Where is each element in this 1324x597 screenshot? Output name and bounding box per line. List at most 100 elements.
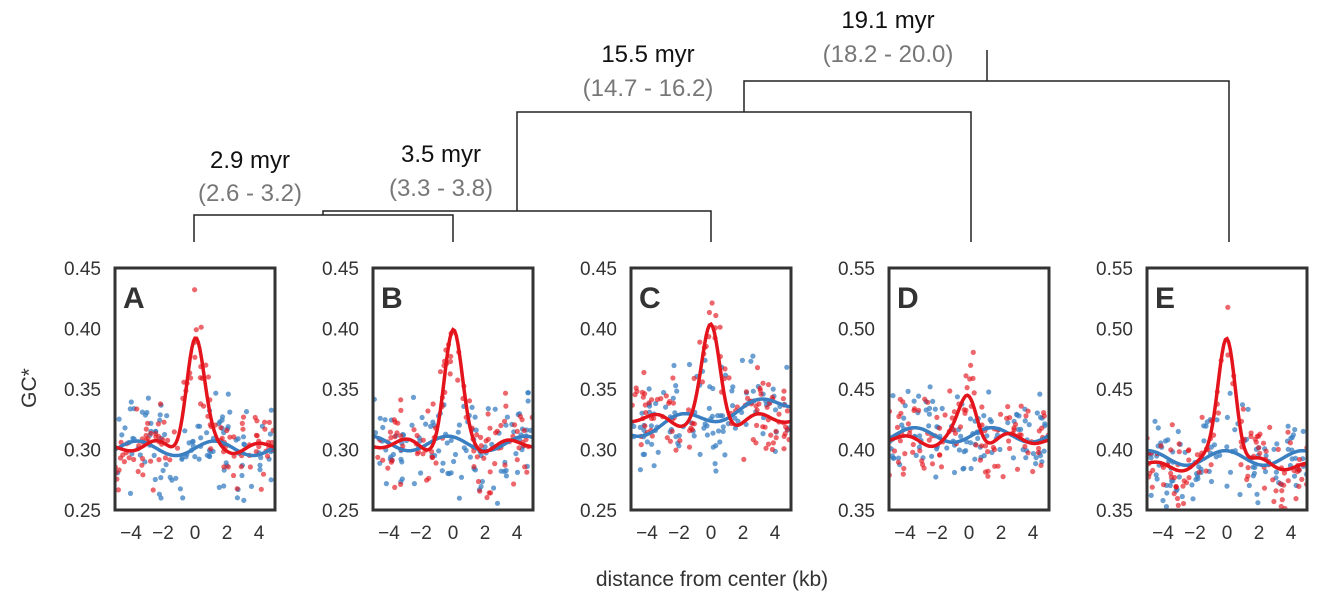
tree-branch-abcd [516, 111, 972, 242]
panel-c-xtick-label: 4 [770, 523, 781, 544]
panel-c-blue-point [644, 439, 651, 445]
panel-a-blue-point [127, 490, 134, 496]
panel-b-blue-point [503, 467, 509, 474]
panel-c-red-line [631, 321, 791, 429]
panel-c-red-point [642, 402, 648, 408]
panel-d-red-point [1025, 408, 1031, 414]
panel-d-red-point [973, 442, 979, 448]
panel-a-red-point [252, 414, 258, 421]
panel-e-red-point [1208, 462, 1214, 468]
panel-d-blue-point [926, 405, 933, 411]
panel-a-ytick-label: 0.30 [64, 441, 101, 462]
panel-c-red-point [760, 380, 766, 386]
panel-e-red-point [1281, 470, 1287, 476]
panel-d-blue-point [902, 403, 908, 409]
panel-e-xtick-label: −4 [1152, 523, 1174, 544]
panel-a-red-point [205, 374, 211, 380]
panel-a-red-point [143, 432, 149, 439]
panel-c-red-point [673, 447, 679, 453]
panel-a-blue-point [144, 409, 150, 416]
panel-b-red-line [373, 327, 533, 454]
panel-a-blue-point [182, 428, 188, 434]
panel-d-red-point [957, 424, 964, 430]
panel-b-red-point [474, 432, 480, 438]
panel-d-red-point [926, 437, 932, 443]
panel-c-blue-point [704, 432, 711, 438]
panel-e-blue-point [1250, 473, 1256, 479]
panel-c-red-point [649, 433, 655, 439]
panel-d-frame [887, 266, 1051, 512]
panel-a-blue-point [167, 474, 173, 480]
panel-d-blue-point [926, 423, 932, 429]
panel-e-blue-point [1165, 437, 1171, 443]
panel-a-blue-point [152, 476, 158, 483]
panel-e-blue-point [1246, 482, 1252, 489]
panel-a-red-point [227, 434, 233, 440]
panel-a-red-point [253, 432, 259, 438]
panel-d-red-point [922, 396, 928, 402]
panel-c-blue-point [646, 409, 653, 415]
panel-a-blue-point [204, 452, 210, 458]
panel-b-blue-point [436, 448, 442, 454]
panel-e-red-point [1275, 446, 1281, 452]
panel-b-xtick-label: 2 [480, 523, 491, 544]
panel-d-blue-point [975, 435, 981, 441]
panel-e-xtick-label: 2 [1254, 523, 1265, 544]
panel-a-red-point [155, 421, 161, 427]
panel-a-red-point [115, 487, 121, 493]
panel-a-blue-point [164, 413, 170, 419]
panel-e-letter: E [1155, 282, 1175, 315]
panel-c-blue-point [720, 428, 726, 434]
panel-d-blue-point [967, 440, 974, 446]
panel-c-blue-point [686, 361, 693, 368]
panel-d-red-point [910, 441, 916, 448]
panel-d-blue-point [1033, 461, 1039, 467]
panel-c-red-point [654, 396, 661, 403]
panel-e-red-point [1174, 495, 1181, 502]
panel-e-blue-point [1176, 474, 1182, 480]
panel-d-blue-point [997, 446, 1003, 453]
panel-b-red-point [519, 417, 525, 423]
panel-d-red-point [1005, 404, 1011, 410]
panel-b-red-point [487, 490, 494, 496]
node-ci-root: (18.2 - 20.0) [823, 41, 954, 68]
panel-c-blue-point [730, 403, 736, 409]
panel-e-blue-point [1292, 455, 1299, 461]
panel-a-blue-point [213, 390, 219, 396]
panel-e-blue-point [1273, 469, 1279, 475]
panel-c-blue-point [674, 388, 680, 394]
panel-c-blue-point [750, 353, 756, 359]
panel-c-red-point [699, 379, 706, 385]
panel-a-blue-point [189, 439, 195, 445]
panel-b-blue-point [411, 481, 417, 487]
panel-d-blue-point [967, 416, 974, 422]
panel-c-red-point [763, 445, 769, 451]
panel-c-red-point [677, 438, 683, 444]
panel-a-red-point [167, 457, 173, 463]
panel-c-red-point [750, 437, 756, 443]
panel-e-red-point [1181, 478, 1187, 484]
panel-e-blue-point [1167, 482, 1173, 489]
panel-a-blue-point [192, 454, 198, 460]
panel-a-blue-point [156, 491, 162, 497]
panel-c-red-point [776, 411, 782, 417]
panel-d-red-point [982, 443, 989, 449]
panel-d-blue-point [929, 453, 935, 459]
panel-d-red-point [1018, 403, 1024, 409]
panel-e-xtick-label: 4 [1286, 523, 1297, 544]
panel-d-blue-point [1023, 455, 1029, 461]
panel-b-red-point [521, 427, 527, 434]
panel-b-red-point [424, 477, 430, 483]
panel-b-blue-point [452, 451, 459, 458]
panel-d-red-point [1023, 413, 1029, 419]
panel-d-red-point [979, 443, 985, 449]
panel-d-red-point [985, 473, 991, 479]
panel-a-red-point [140, 472, 146, 478]
panel-a-red-point [260, 471, 267, 477]
panel-a-red-line [115, 336, 275, 456]
panel-a-red-point [234, 486, 240, 492]
panel-a-red-point [231, 434, 237, 440]
panel-c-blue-point [770, 386, 776, 392]
panel-a-red-point [165, 437, 171, 443]
panel-e-xtick-label: −2 [1184, 523, 1206, 544]
